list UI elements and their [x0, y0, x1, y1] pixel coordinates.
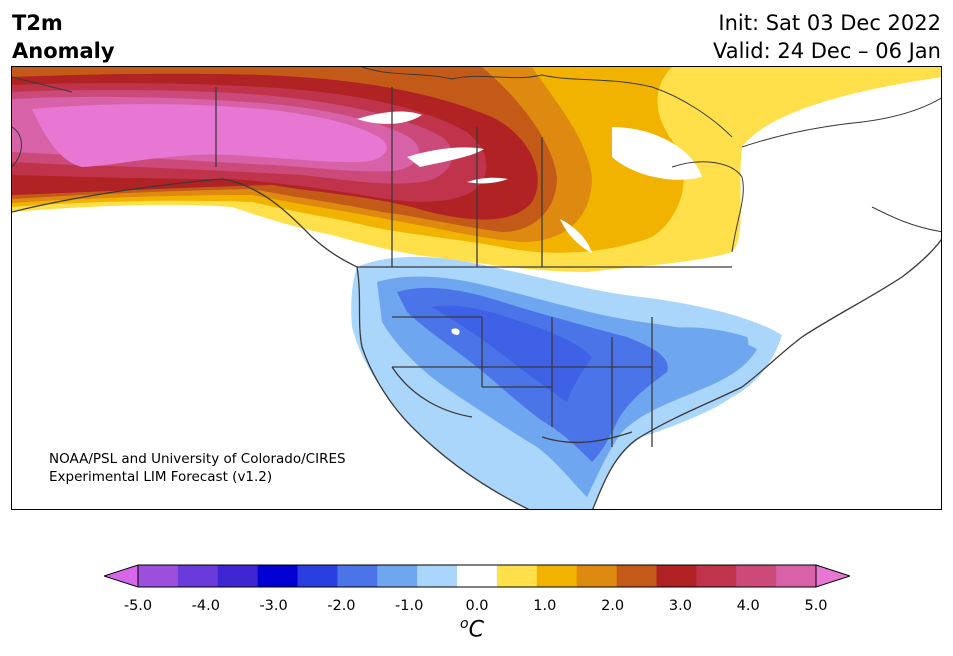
data-credit: NOAA/PSL and University of Colorado/CIRE… — [49, 450, 346, 486]
colorbar-tick-label: -3.0 — [259, 598, 288, 614]
title-line-1: T2m — [12, 11, 63, 35]
colorbar-cell — [576, 565, 618, 587]
colorbar-tick-label: 4.0 — [736, 598, 760, 614]
colorbar-extend-high — [815, 564, 850, 588]
colorbar-cell — [217, 565, 259, 587]
colorbar-cell — [656, 565, 697, 587]
unit-label: oC — [460, 616, 484, 642]
colorbar-cell — [297, 565, 338, 587]
great-salt-lake — [451, 328, 460, 335]
colorbar-tick-label: -2.0 — [327, 598, 356, 614]
colorbar-tick-label: -1.0 — [395, 598, 424, 614]
colorbar-cell — [138, 565, 179, 587]
coastline-detail — [12, 67, 941, 253]
forecast-dates: Init: Sat 03 Dec 2022 Valid: 24 Dec – 06… — [713, 9, 941, 65]
credit-line-2: Experimental LIM Forecast (v1.2) — [49, 469, 273, 485]
hudson-bay-white — [612, 127, 702, 180]
colorbar-tick-label: 1.0 — [533, 598, 557, 614]
credit-line-1: NOAA/PSL and University of Colorado/CIRE… — [49, 451, 346, 467]
colorbar-cell — [776, 565, 817, 587]
unit-degree-symbol: o — [460, 616, 469, 632]
unit-celsius: C — [468, 617, 484, 643]
colorbar-cells — [104, 564, 850, 588]
colorbar-cell — [417, 565, 458, 587]
colorbar-cell — [257, 565, 299, 587]
colorbar-cell — [736, 565, 777, 587]
map-canvas — [12, 67, 941, 509]
great-bear-lake — [407, 147, 484, 167]
init-date: Init: Sat 03 Dec 2022 — [718, 11, 941, 35]
colorbar — [104, 564, 850, 588]
warm-anomaly-9 — [32, 104, 387, 167]
valid-range: Valid: 24 Dec – 06 Jan — [712, 39, 941, 63]
cold-anomaly-3 — [397, 287, 668, 462]
great-slave-lake — [357, 111, 422, 124]
colorbar-cell — [337, 565, 378, 587]
colorbar-cell — [457, 565, 498, 587]
colorbar-tick-label: -4.0 — [191, 598, 220, 614]
anomaly-map — [11, 66, 942, 510]
colorbar-cell — [696, 565, 737, 587]
colorbar-outline — [137, 564, 817, 588]
title-line-2: Anomaly — [12, 39, 115, 63]
colorbar-tick-label: -5.0 — [123, 598, 153, 614]
east-cold-patch — [662, 327, 749, 367]
colorbar-tick-label: 0.0 — [465, 598, 489, 614]
political-boundaries — [12, 87, 941, 509]
map-title: T2m Anomaly — [12, 9, 115, 65]
colorbar-cell — [377, 565, 418, 587]
colorbar-tick-label: 3.0 — [668, 598, 692, 614]
colorbar-tick-label: 5.0 — [804, 598, 828, 614]
colorbar-extend-low — [104, 564, 139, 588]
colorbar-cell — [616, 565, 657, 587]
lake-winnipeg — [560, 219, 592, 253]
colorbar-cell — [496, 565, 538, 587]
colorbar-tick-label: 2.0 — [601, 598, 625, 614]
colorbar-cell — [177, 565, 219, 587]
colorbar-cell — [536, 565, 578, 587]
